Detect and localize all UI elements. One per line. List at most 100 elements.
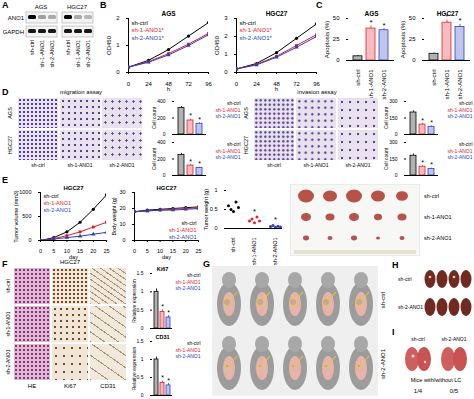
svg-text:sh-2-ANO1: sh-2-ANO1 bbox=[381, 69, 387, 100]
svg-text:300: 300 bbox=[389, 139, 398, 145]
svg-text:0: 0 bbox=[133, 248, 136, 254]
svg-text:Apoptosis (%): Apoptosis (%) bbox=[324, 21, 330, 58]
svg-text:sh-2-ANO1: sh-2-ANO1 bbox=[447, 154, 472, 160]
svg-text:Cell count: Cell count bbox=[151, 106, 157, 129]
svg-text:0: 0 bbox=[127, 81, 131, 87]
svg-text:sh-ctrl: sh-ctrl bbox=[227, 100, 241, 106]
svg-text:sh-1-ANO1: sh-1-ANO1 bbox=[44, 200, 72, 206]
svg-text:20: 20 bbox=[119, 205, 125, 211]
svg-text:HGC27: HGC27 bbox=[266, 10, 288, 17]
svg-text:sh-2-ANO1: sh-2-ANO1 bbox=[447, 113, 472, 119]
svg-text:1: 1 bbox=[224, 51, 228, 57]
svg-text:sh-1-ANO1*: sh-1-ANO1* bbox=[240, 27, 273, 33]
svg-text:0.5: 0.5 bbox=[210, 206, 218, 212]
svg-text:sh-1-ANO1: sh-1-ANO1 bbox=[251, 238, 257, 266]
svg-text:2: 2 bbox=[116, 15, 120, 21]
svg-text:1.5: 1.5 bbox=[137, 270, 144, 276]
svg-text:2: 2 bbox=[224, 33, 228, 39]
svg-text:AGS: AGS bbox=[161, 10, 176, 17]
svg-text:HGC27: HGC27 bbox=[437, 10, 459, 17]
svg-text:1.5: 1.5 bbox=[137, 338, 144, 344]
svg-text:sh-1-ANO1: sh-1-ANO1 bbox=[215, 148, 240, 154]
svg-text:25: 25 bbox=[195, 248, 201, 254]
svg-text:sh-2-ANO1: sh-2-ANO1 bbox=[49, 40, 55, 68]
svg-text:400: 400 bbox=[157, 139, 166, 145]
svg-text:1: 1 bbox=[141, 356, 144, 362]
svg-text:0: 0 bbox=[395, 131, 398, 137]
svg-text:200: 200 bbox=[157, 115, 166, 121]
svg-text:500: 500 bbox=[22, 213, 31, 219]
svg-text:24: 24 bbox=[145, 81, 152, 87]
svg-text:Cell count: Cell count bbox=[383, 106, 389, 129]
svg-text:1: 1 bbox=[116, 42, 120, 48]
svg-text:sh-2-ANO1: sh-2-ANO1 bbox=[175, 285, 200, 291]
svg-text:Tumor weight (g): Tumor weight (g) bbox=[203, 189, 209, 231]
svg-text:150: 150 bbox=[389, 156, 398, 162]
svg-text:sh-ctrl: sh-ctrl bbox=[44, 193, 59, 199]
svg-text:sh-2-ANO1: sh-2-ANO1 bbox=[169, 234, 197, 240]
svg-text:0: 0 bbox=[141, 325, 144, 331]
svg-text:*: * bbox=[382, 21, 385, 30]
svg-text:0: 0 bbox=[214, 225, 217, 231]
svg-text:*: * bbox=[161, 374, 164, 381]
svg-text:*: * bbox=[253, 207, 256, 216]
svg-text:Tumor volume (mm3): Tumor volume (mm3) bbox=[13, 190, 19, 243]
svg-text:*: * bbox=[198, 116, 201, 123]
svg-text:sh-1-ANO1*: sh-1-ANO1* bbox=[132, 27, 165, 33]
svg-text:5: 5 bbox=[146, 248, 149, 254]
svg-text:25: 25 bbox=[103, 248, 109, 254]
svg-text:sh-1-ANO1: sh-1-ANO1 bbox=[175, 279, 200, 285]
svg-text:*: * bbox=[274, 215, 277, 224]
svg-text:sh-2-ANO1: sh-2-ANO1 bbox=[215, 113, 240, 119]
svg-text:3: 3 bbox=[224, 15, 228, 21]
svg-text:sh-ctrl: sh-ctrl bbox=[187, 340, 201, 346]
svg-text:sh-ctrl: sh-ctrl bbox=[29, 40, 35, 55]
svg-text:0: 0 bbox=[39, 248, 42, 254]
svg-text:30: 30 bbox=[119, 189, 125, 195]
svg-text:*: * bbox=[458, 16, 461, 25]
svg-text:20: 20 bbox=[90, 248, 96, 254]
svg-text:*: * bbox=[167, 377, 170, 384]
svg-text:GAPDH: GAPDH bbox=[3, 29, 24, 35]
svg-text:OD450: OD450 bbox=[106, 35, 112, 55]
svg-text:24: 24 bbox=[253, 81, 260, 87]
svg-text:Ki67: Ki67 bbox=[157, 266, 169, 272]
svg-text:sh-1-ANO1: sh-1-ANO1 bbox=[447, 148, 472, 154]
svg-text:h: h bbox=[275, 86, 278, 92]
svg-text:sh-ctrl: sh-ctrl bbox=[240, 20, 256, 26]
svg-text:10: 10 bbox=[119, 221, 125, 227]
svg-text:sh-2-ANO1: sh-2-ANO1 bbox=[215, 154, 240, 160]
svg-text:0.5: 0.5 bbox=[137, 307, 144, 313]
svg-text:72: 72 bbox=[185, 81, 192, 87]
svg-text:*: * bbox=[430, 119, 433, 126]
svg-text:0: 0 bbox=[122, 237, 125, 243]
svg-text:ANO1: ANO1 bbox=[8, 15, 25, 21]
svg-text:20: 20 bbox=[183, 248, 189, 254]
svg-text:*: * bbox=[369, 18, 372, 27]
svg-text:Apoptosis (%): Apoptosis (%) bbox=[400, 21, 406, 58]
svg-text:0: 0 bbox=[224, 69, 228, 75]
svg-text:1: 1 bbox=[141, 288, 144, 294]
svg-text:sh-1-ANO1: sh-1-ANO1 bbox=[175, 347, 200, 353]
svg-text:0: 0 bbox=[336, 57, 340, 63]
svg-text:day: day bbox=[69, 254, 78, 260]
svg-text:300: 300 bbox=[389, 98, 398, 104]
svg-text:sh-1-ANO1: sh-1-ANO1 bbox=[75, 40, 81, 68]
svg-text:0: 0 bbox=[28, 237, 31, 243]
svg-text:0: 0 bbox=[163, 172, 166, 178]
svg-text:sh-2-ANO1: sh-2-ANO1 bbox=[457, 69, 463, 100]
svg-text:25: 25 bbox=[333, 36, 340, 42]
svg-text:Relative expression: Relative expression bbox=[131, 279, 137, 323]
svg-text:15: 15 bbox=[77, 248, 83, 254]
svg-text:0: 0 bbox=[235, 81, 239, 87]
svg-text:50: 50 bbox=[409, 15, 416, 21]
svg-text:0: 0 bbox=[395, 172, 398, 178]
svg-text:sh-2-ANO1*: sh-2-ANO1* bbox=[240, 35, 273, 41]
svg-text:sh-2-ANO1: sh-2-ANO1 bbox=[175, 353, 200, 359]
svg-text:sh-2-ANO1: sh-2-ANO1 bbox=[85, 40, 91, 68]
svg-text:5: 5 bbox=[52, 248, 55, 254]
svg-text:150: 150 bbox=[389, 115, 398, 121]
svg-text:Cell count: Cell count bbox=[151, 147, 157, 170]
svg-text:HGC27: HGC27 bbox=[156, 185, 177, 191]
svg-text:72: 72 bbox=[293, 81, 300, 87]
